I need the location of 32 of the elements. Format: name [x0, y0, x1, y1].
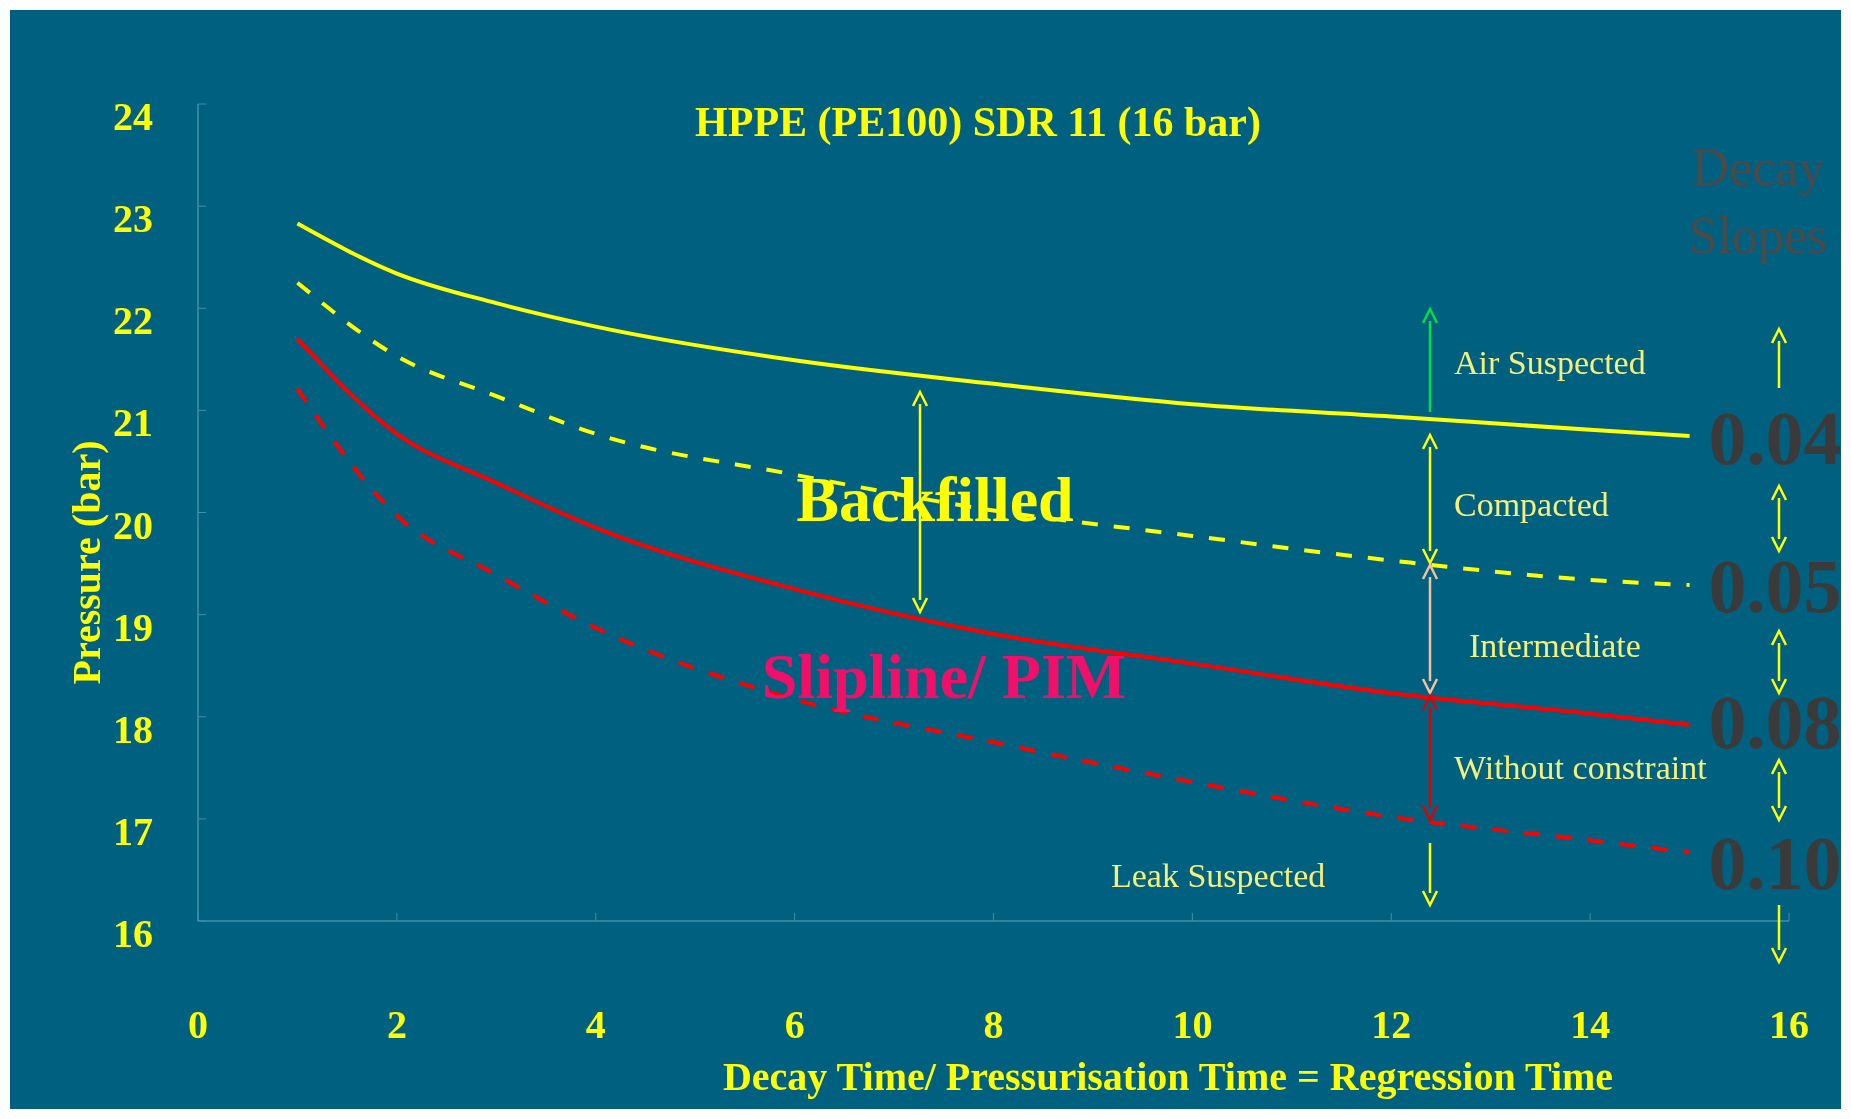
annotation: 0.05 [1708, 544, 1842, 628]
y-tick-label: 17 [113, 808, 153, 854]
y-tick-label: 16 [113, 911, 153, 956]
annotation: Intermediate [1469, 627, 1641, 664]
y-axis-title: Pressure (bar) [64, 440, 109, 685]
x-axis-title: Decay Time/ Pressurisation Time = Regression Time [722, 1054, 1614, 1099]
x-tick-label: 8 [983, 1002, 1004, 1047]
y-tick-label: 20 [113, 502, 153, 548]
annotation: Slipline/ PIM [761, 641, 1127, 712]
x-tick-label: 0 [188, 1002, 208, 1047]
annotation: 0.04 [1708, 396, 1842, 480]
y-tick-label: 18 [113, 706, 153, 752]
y-tick-label: 24 [113, 94, 153, 139]
y-tick-label: 22 [113, 298, 153, 344]
annotation: 0.10 [1708, 821, 1842, 905]
annotation: Without constraint [1454, 749, 1708, 786]
annotation: Air Suspected [1454, 344, 1646, 381]
x-tick-label: 4 [585, 1002, 606, 1047]
x-tick-label: 6 [784, 1002, 805, 1047]
annotation: Compacted [1454, 486, 1609, 523]
annotation: 0.08 [1708, 680, 1842, 764]
x-tick-label: 12 [1371, 1002, 1412, 1047]
y-tick-label: 21 [113, 400, 153, 446]
x-tick-label: 16 [1769, 1002, 1809, 1047]
chart-title: HPPE (PE100) SDR 11 (16 bar) [695, 99, 1261, 146]
y-tick-label: 19 [113, 604, 153, 650]
x-tick-label: 2 [386, 1002, 407, 1047]
annotation: Decay Slopes [1688, 139, 1828, 264]
y-tick-label: 23 [113, 196, 153, 242]
x-tick-label: 10 [1172, 1002, 1213, 1047]
x-tick-label: 14 [1570, 1002, 1611, 1047]
annotation: Leak Suspected [1111, 857, 1326, 894]
